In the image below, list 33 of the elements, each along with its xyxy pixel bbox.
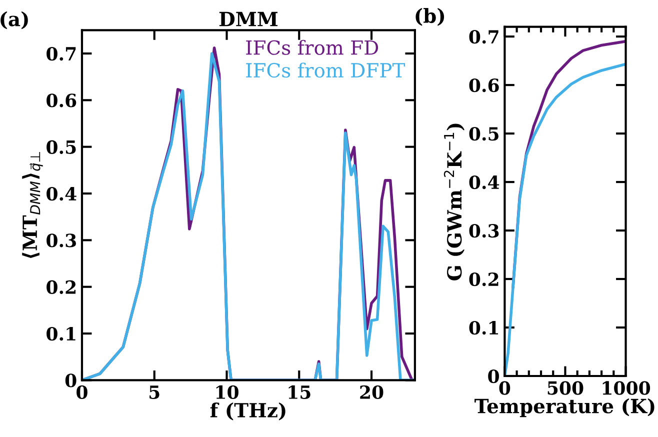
y-tick-label: 0 (488, 369, 499, 384)
y-tick-label: 0.7 (46, 46, 76, 61)
y-tick-label: 0.1 (469, 320, 498, 335)
x-axis-title: Temperature (K) (474, 398, 654, 418)
text: (b) (416, 8, 444, 26)
y-tick-label: 0.4 (46, 186, 76, 201)
text: (a) (0, 11, 28, 30)
x-tick-label: 0 (499, 381, 510, 395)
y-tick-label: 0.3 (46, 234, 76, 248)
y-axis-title: G (GWm$^{−2}$K$^{−1}$) (444, 124, 464, 280)
x-tick-label: 20 (360, 385, 384, 400)
x-tick-label: 500 (548, 381, 584, 395)
y-tick-label: 0.2 (469, 272, 498, 286)
y-tick-label: 0.6 (46, 94, 76, 108)
y-tick-label: 0.2 (46, 280, 76, 294)
y-tick-label: 0.7 (469, 30, 498, 44)
y-axis-title: ⟨MT$_{DMM}$⟩$_{q⃗⊥}$ (22, 152, 43, 258)
y-tick-label: 0.1 (46, 326, 76, 341)
y-tick-label: 0.5 (46, 140, 76, 154)
x-tick-label: 0 (76, 385, 88, 400)
line-series (504, 62, 626, 376)
y-tick-label: 0.6 (469, 78, 499, 92)
series-label: IFCs from FD (246, 40, 378, 55)
y-tick-label: 0.3 (469, 224, 499, 238)
x-tick-label: 10 (216, 385, 238, 400)
x-tick-label: 5 (150, 386, 160, 400)
x-axis-title: f (THz) (210, 402, 286, 420)
x-tick-label: 15 (288, 385, 310, 400)
y-tick-label: 0.5 (469, 126, 498, 141)
series-label: IFCs from DFPT (246, 62, 406, 78)
chart-title: DMM (219, 12, 278, 26)
x-tick-label: 1000 (602, 381, 650, 395)
y-tick-label: 0.4 (469, 175, 500, 190)
